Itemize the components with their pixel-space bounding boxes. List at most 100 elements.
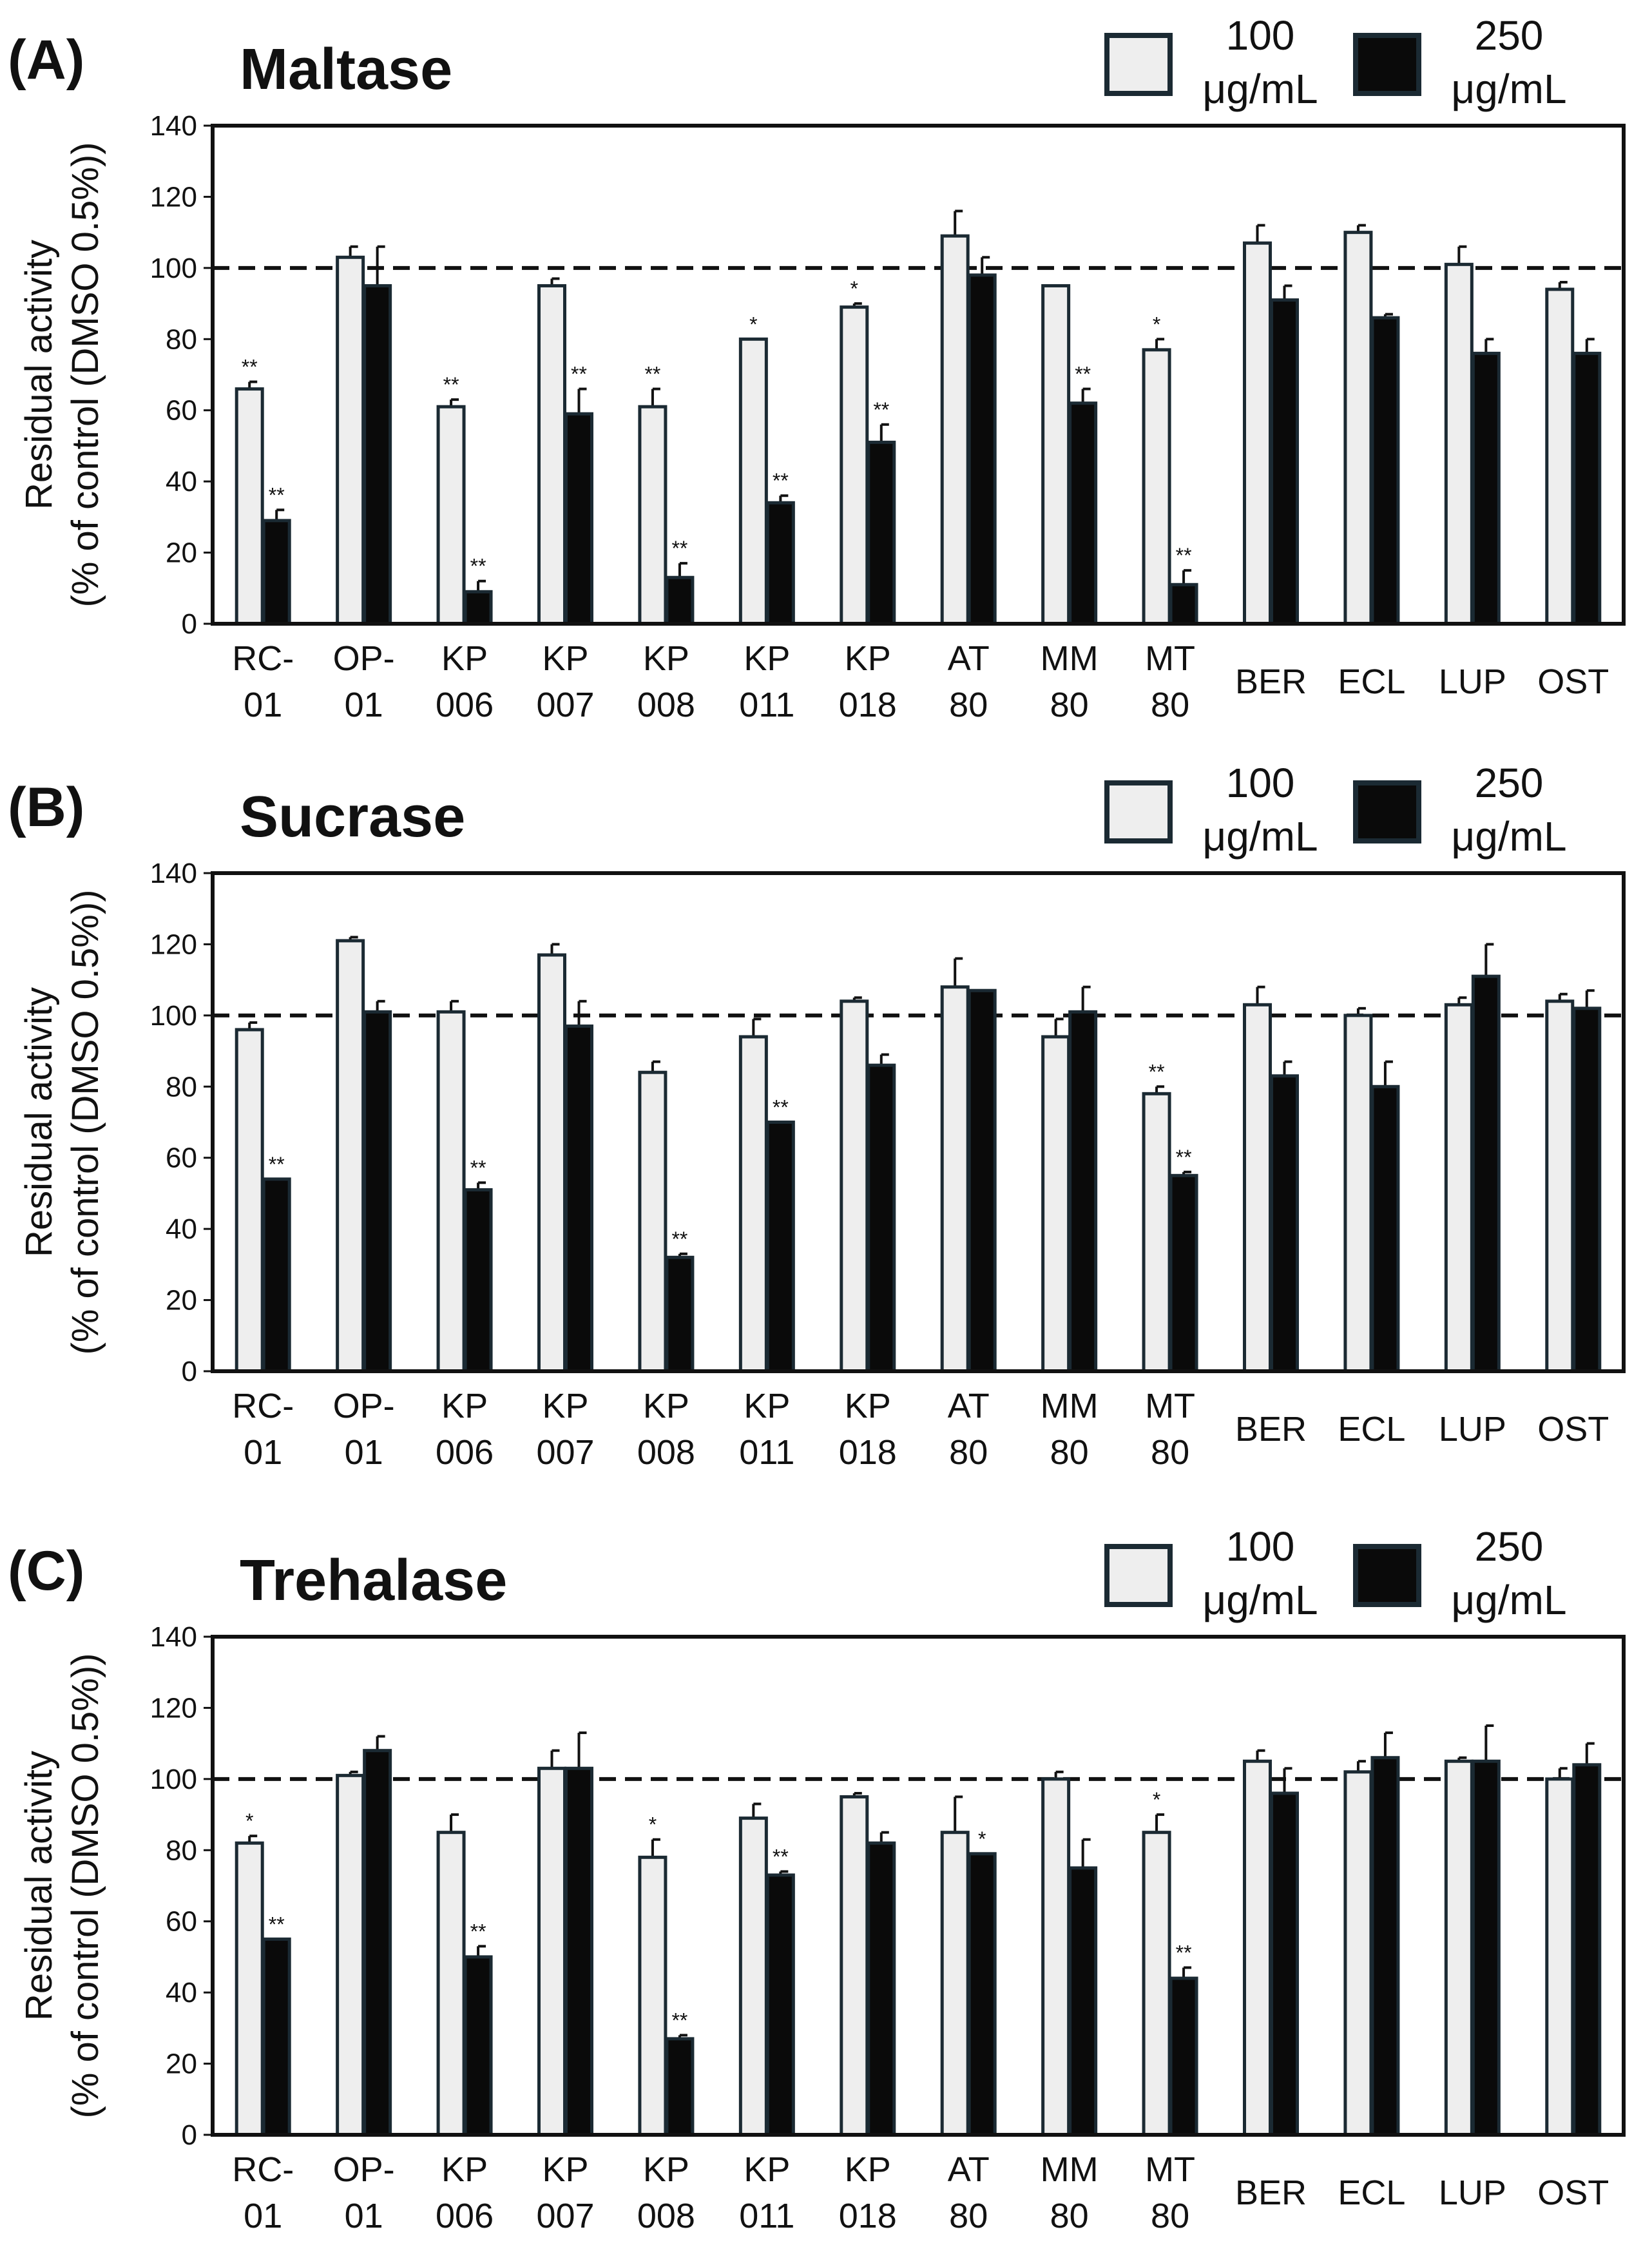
x-tick-label-line2: 01	[244, 686, 282, 724]
x-tick-label-line1: KP	[441, 639, 488, 678]
y-tick-label: 40	[166, 1977, 197, 2009]
y-tick-label: 120	[150, 1692, 197, 1724]
bar-s2-6	[765, 501, 795, 626]
bar-s2-7	[867, 1841, 896, 2137]
legend-label-2-line1: 250	[1475, 1523, 1544, 1570]
significance-mark: **	[1075, 363, 1091, 386]
y-tick-label: 0	[182, 608, 197, 640]
x-tick-label-line1: KP	[542, 2150, 588, 2189]
significance-mark: **	[242, 356, 258, 379]
bar-s1-8	[940, 985, 970, 1373]
bar-s1-10	[1142, 1831, 1171, 2137]
y-tick-label: 140	[150, 858, 197, 889]
x-tick-label-line1: KP	[643, 1387, 689, 1425]
bar-s1-13	[1444, 262, 1474, 626]
bar-s1-13	[1444, 1759, 1474, 2137]
x-tick-label-line2: 01	[244, 2197, 282, 2235]
legend-label-1-line1: 100	[1226, 1523, 1295, 1570]
significance-mark: **	[470, 1920, 486, 1943]
y-tick-label: 140	[150, 110, 197, 142]
y-axis-title: Residual activity (% of control (DMSO 0.5…	[18, 1653, 106, 2119]
bar-s1-7	[840, 999, 869, 1373]
significance-mark: *	[1153, 313, 1160, 336]
x-tick-label-line2: 80	[1151, 2197, 1189, 2235]
x-tick-label-line1: KP	[441, 1387, 488, 1425]
significance-mark: **	[1176, 544, 1192, 567]
bar-s2-11	[1270, 1074, 1299, 1373]
bar-s2-8	[967, 273, 997, 626]
x-tick-label-line1: KP	[744, 2150, 790, 2189]
y-tick-label: 60	[166, 1142, 197, 1174]
x-tick-label-line2: 018	[839, 686, 897, 724]
panel-title: Sucrase	[240, 785, 465, 849]
bar-s2-3	[463, 590, 493, 626]
significance-mark: **	[1149, 1060, 1165, 1083]
x-tick-label: LUP	[1439, 1410, 1506, 1449]
x-tick-label-line2: 80	[949, 1433, 988, 1472]
panel-3: (C) Trehalase 100 μg/mL 250 μg/mL Residual act…	[8, 1523, 1626, 2235]
legend-label-2-line2: μg/mL	[1451, 1577, 1566, 1623]
y-axis-title-line1: Residual activity	[18, 240, 60, 510]
x-tick-label-line2: 007	[536, 1433, 594, 1472]
x-tick-label-line1: KP	[845, 2150, 891, 2189]
bar-s1-6	[738, 1816, 768, 2137]
bar-s2-3	[463, 1188, 493, 1373]
x-tick-label: ECL	[1338, 2173, 1405, 2212]
bar-s1-4	[537, 953, 566, 1373]
significance-mark: *	[649, 1813, 657, 1836]
bar-s1-9	[1041, 1777, 1071, 2137]
x-tick-label: BER	[1235, 1410, 1307, 1449]
bar-s1-4	[537, 1766, 566, 2137]
y-tick-label: 40	[166, 1213, 197, 1245]
y-axis-title-line1: Residual activity	[18, 1751, 60, 2021]
x-tick-label-line2: 018	[839, 1433, 897, 1472]
legend-label-2-line2: μg/mL	[1451, 66, 1566, 112]
bar-s2-7	[867, 1063, 896, 1373]
x-tick-label: ECL	[1338, 662, 1405, 701]
y-tick-label: 100	[150, 1764, 197, 1795]
significance-mark: **	[269, 1153, 285, 1176]
x-tick-label-line2: 80	[1050, 2197, 1089, 2235]
significance-mark: *	[850, 277, 858, 300]
legend-label-1-line1: 100	[1226, 760, 1295, 806]
legend-label-2-line2: μg/mL	[1451, 813, 1566, 860]
significance-mark: **	[443, 373, 459, 396]
bar-s1-1	[235, 1028, 264, 1373]
significance-mark: **	[1176, 1146, 1192, 1169]
legend-swatch-2	[1353, 780, 1421, 843]
legend-swatch-2	[1353, 33, 1421, 96]
significance-mark: **	[773, 1845, 789, 1868]
bar-s1-9	[1041, 284, 1071, 626]
x-tick-label-line1: MT	[1145, 639, 1195, 678]
y-tick-label: 40	[166, 466, 197, 497]
legend: 100 μg/mL 250 μg/mL	[1104, 1523, 1567, 1623]
significance-mark: *	[978, 1827, 986, 1851]
bar-s1-3	[436, 405, 466, 626]
x-tick-label-line2: 80	[949, 686, 988, 724]
significance-mark: **	[269, 483, 285, 506]
bar-s2-13	[1471, 1759, 1501, 2137]
legend-swatch-1	[1104, 1544, 1173, 1607]
bar-s2-13	[1471, 974, 1501, 1373]
series-2: ** ** ** ** **	[262, 943, 1602, 1373]
x-tick-label-line2: 006	[436, 686, 494, 724]
significance-mark: **	[644, 363, 660, 386]
bar-s2-3	[463, 1955, 493, 2137]
bar-s2-14	[1572, 351, 1602, 626]
bar-s2-9	[1068, 1010, 1098, 1373]
bar-s2-14	[1572, 1763, 1602, 2137]
panel-label: (C)	[8, 1540, 84, 1602]
x-tick-label-line1: MM	[1041, 2150, 1099, 2189]
bar-s2-4	[564, 1024, 593, 1373]
legend-label-1-line2: μg/mL	[1202, 1577, 1318, 1623]
bar-s2-9	[1068, 401, 1098, 626]
x-tick-label-line1: MM	[1041, 639, 1099, 678]
y-tick-label: 20	[166, 2048, 197, 2080]
bar-s2-7	[867, 440, 896, 626]
x-tick-label-line2: 008	[637, 2197, 695, 2235]
x-tick-label-line1: OP-	[333, 639, 395, 678]
bar-s2-12	[1370, 1756, 1400, 2137]
x-tick-label-line1: MT	[1145, 2150, 1195, 2189]
x-tick-label-line1: AT	[948, 1387, 990, 1425]
significance-mark: *	[1153, 1788, 1160, 1811]
